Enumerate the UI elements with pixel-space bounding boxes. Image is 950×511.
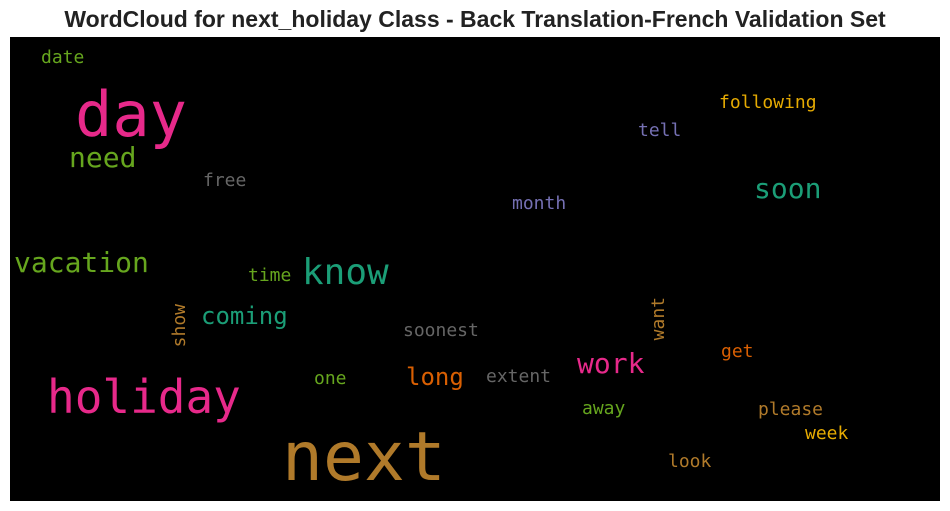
word-holiday: holiday <box>47 370 241 424</box>
word-tell: tell <box>638 120 682 141</box>
word-please: please <box>758 399 824 420</box>
word-free: free <box>203 170 247 191</box>
word-want: want <box>648 297 669 341</box>
word-away: away <box>582 398 626 419</box>
word-coming: coming <box>201 302 288 330</box>
page-title: WordCloud for next_holiday Class - Back … <box>64 6 886 32</box>
word-vacation: vacation <box>14 246 149 279</box>
word-soon: soon <box>754 172 822 205</box>
word-soonest: soonest <box>403 320 479 341</box>
word-extent: extent <box>486 366 552 387</box>
word-long: long <box>406 363 464 391</box>
word-one: one <box>314 368 347 389</box>
word-get: get <box>721 341 754 362</box>
word-look: look <box>668 451 712 472</box>
word-day: day <box>75 78 187 151</box>
word-next: next <box>282 418 446 497</box>
word-week: week <box>805 423 849 444</box>
word-cloud: next day holiday know vacation need soon… <box>10 37 940 501</box>
word-know: know <box>302 252 389 293</box>
word-need: need <box>69 141 137 174</box>
word-following: following <box>719 92 817 113</box>
word-time: time <box>248 265 292 286</box>
word-date: date <box>41 47 85 68</box>
word-month: month <box>512 193 567 214</box>
word-show: show <box>169 304 190 348</box>
word-work: work <box>577 347 645 380</box>
